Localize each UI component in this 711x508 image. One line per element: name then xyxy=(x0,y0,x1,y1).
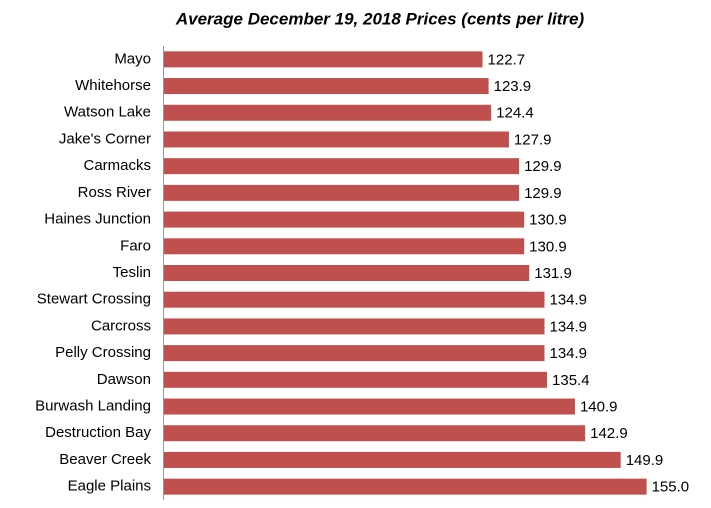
y-tick-label: Carcross xyxy=(91,317,151,334)
value-label: 131.9 xyxy=(534,265,572,282)
y-tick-label: Beaver Creek xyxy=(59,451,151,468)
y-tick-label: Destruction Bay xyxy=(45,424,151,441)
bar xyxy=(164,238,525,255)
value-label: 134.9 xyxy=(549,292,587,309)
value-label: 140.9 xyxy=(580,398,618,415)
value-label: 122.7 xyxy=(488,51,526,68)
bar xyxy=(164,211,525,228)
y-tick-label: Mayo xyxy=(114,50,151,67)
bar xyxy=(164,318,545,335)
y-tick-label: Faro xyxy=(120,237,151,254)
value-label: 134.9 xyxy=(549,318,587,335)
y-tick-label: Stewart Crossing xyxy=(37,291,151,308)
value-label: 130.9 xyxy=(529,212,567,229)
bar xyxy=(164,478,647,495)
bar xyxy=(164,345,545,362)
y-tick-label: Carmacks xyxy=(83,157,151,174)
bar xyxy=(164,104,492,121)
value-label: 127.9 xyxy=(514,131,552,148)
bar xyxy=(164,398,575,415)
value-label: 142.9 xyxy=(590,425,628,442)
bar xyxy=(164,184,520,201)
y-tick-label: Dawson xyxy=(97,371,151,388)
y-tick-label: Whitehorse xyxy=(75,77,151,94)
y-tick-label: Teslin xyxy=(113,264,151,281)
bar xyxy=(164,451,621,468)
value-label: 129.9 xyxy=(524,185,562,202)
value-label: 135.4 xyxy=(552,372,590,389)
chart-title: Average December 19, 2018 Prices (cents … xyxy=(175,9,585,28)
y-tick-label: Watson Lake xyxy=(64,104,151,121)
value-label: 130.9 xyxy=(529,238,567,255)
y-tick-label: Pelly Crossing xyxy=(55,344,151,361)
bar xyxy=(164,131,509,148)
y-tick-label: Ross River xyxy=(78,184,151,201)
bar xyxy=(164,265,530,281)
y-tick-label: Burwash Landing xyxy=(35,397,151,414)
bar xyxy=(164,158,520,175)
value-label: 129.9 xyxy=(524,158,562,175)
bar xyxy=(164,51,483,68)
value-label: 155.0 xyxy=(652,479,690,496)
bar xyxy=(164,291,545,308)
bar xyxy=(164,371,548,388)
y-tick-label: Eagle Plains xyxy=(68,478,151,495)
value-label: 134.9 xyxy=(549,345,587,362)
y-tick-label: Jake's Corner xyxy=(59,130,151,147)
y-tick-label: Haines Junction xyxy=(44,211,151,228)
value-label: 123.9 xyxy=(494,78,532,95)
bar xyxy=(164,78,489,95)
value-label: 149.9 xyxy=(626,452,664,469)
bar xyxy=(164,425,586,442)
value-label: 124.4 xyxy=(496,105,534,122)
